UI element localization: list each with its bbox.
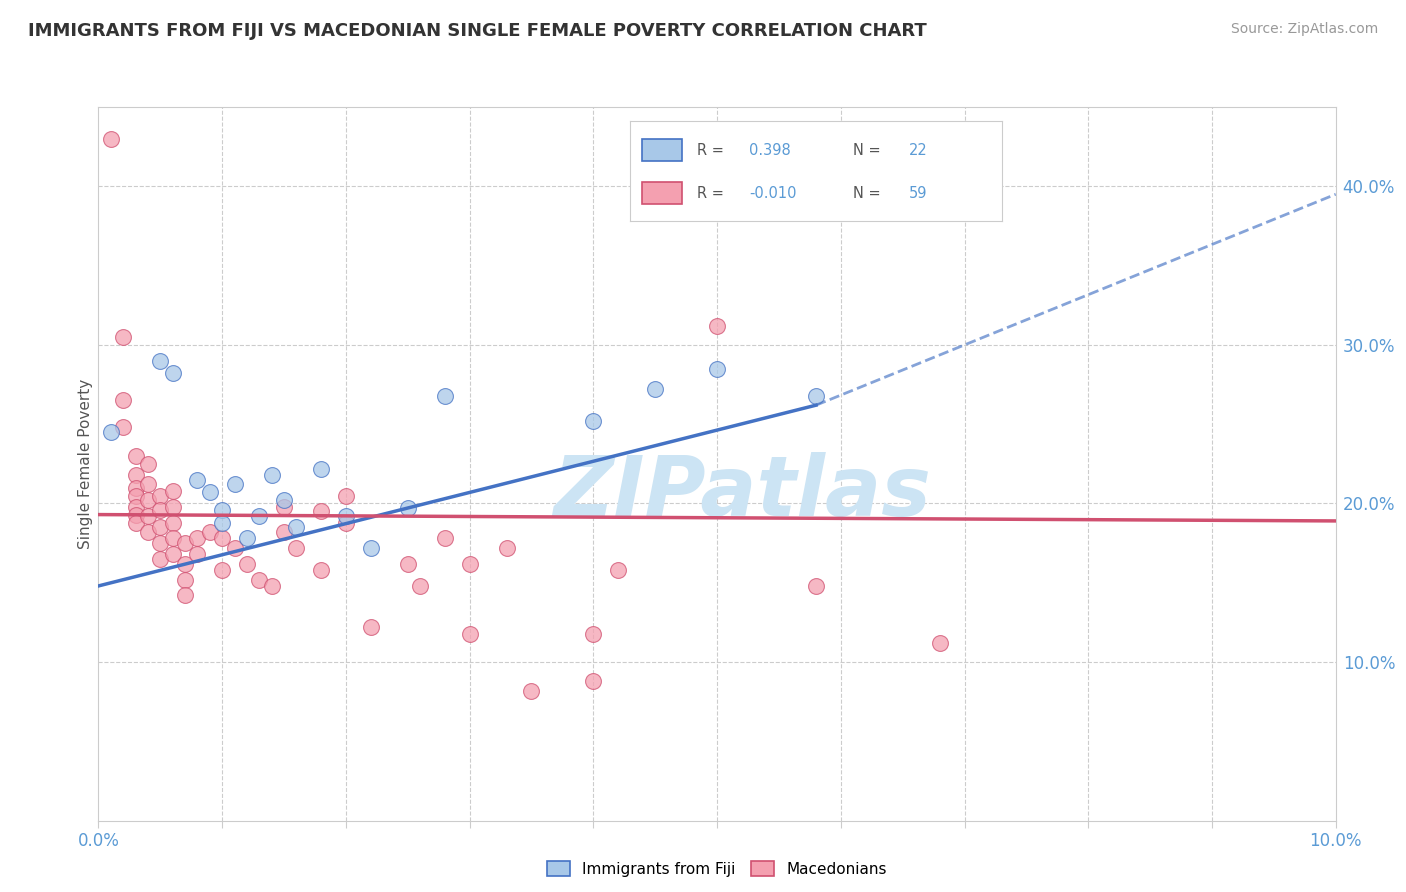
- Point: [285, 541, 308, 555]
- Point: [136, 509, 159, 524]
- Point: [174, 573, 197, 587]
- Point: [149, 489, 172, 503]
- Point: [396, 557, 419, 571]
- Point: [136, 493, 159, 508]
- Point: [335, 489, 357, 503]
- Point: [162, 367, 184, 381]
- Point: [582, 414, 605, 428]
- Point: [174, 557, 197, 571]
- Point: [211, 503, 233, 517]
- Point: [149, 520, 172, 534]
- Text: Source: ZipAtlas.com: Source: ZipAtlas.com: [1230, 22, 1378, 37]
- Point: [260, 579, 283, 593]
- Point: [520, 683, 543, 698]
- Point: [112, 330, 135, 344]
- Point: [149, 536, 172, 550]
- Point: [706, 361, 728, 376]
- Point: [458, 557, 481, 571]
- Point: [236, 532, 259, 546]
- Point: [211, 516, 233, 530]
- Point: [236, 557, 259, 571]
- Point: [112, 420, 135, 434]
- Point: [433, 532, 456, 546]
- Point: [186, 532, 208, 546]
- Point: [112, 393, 135, 408]
- Point: [136, 524, 159, 539]
- Point: [211, 532, 233, 546]
- Point: [124, 508, 146, 522]
- Point: [360, 620, 382, 634]
- Point: [335, 509, 357, 524]
- Point: [124, 449, 146, 463]
- Point: [335, 516, 357, 530]
- Point: [582, 674, 605, 689]
- Point: [162, 516, 184, 530]
- Point: [100, 425, 122, 439]
- Point: [247, 509, 270, 524]
- Point: [495, 541, 517, 555]
- Point: [224, 541, 246, 555]
- Point: [124, 500, 146, 514]
- Point: [174, 589, 197, 603]
- Point: [360, 541, 382, 555]
- Point: [124, 467, 146, 482]
- Point: [100, 132, 122, 146]
- Point: [247, 573, 270, 587]
- Point: [644, 382, 666, 396]
- Point: [309, 504, 332, 518]
- Point: [804, 389, 827, 403]
- Point: [804, 579, 827, 593]
- Point: [198, 485, 221, 500]
- Point: [273, 524, 295, 539]
- Point: [162, 483, 184, 498]
- Point: [124, 489, 146, 503]
- Point: [928, 636, 950, 650]
- Point: [162, 547, 184, 561]
- Point: [149, 503, 172, 517]
- Point: [433, 389, 456, 403]
- Point: [211, 563, 233, 577]
- Point: [124, 516, 146, 530]
- Point: [186, 473, 208, 487]
- Point: [149, 552, 172, 566]
- Point: [396, 501, 419, 516]
- Legend: Immigrants from Fiji, Macedonians: Immigrants from Fiji, Macedonians: [540, 853, 894, 884]
- Point: [273, 493, 295, 508]
- Point: [285, 520, 308, 534]
- Point: [309, 461, 332, 475]
- Text: ZIPatlas: ZIPatlas: [553, 452, 931, 533]
- Point: [124, 481, 146, 495]
- Y-axis label: Single Female Poverty: Single Female Poverty: [77, 379, 93, 549]
- Point: [198, 524, 221, 539]
- Point: [260, 467, 283, 482]
- Point: [273, 500, 295, 514]
- Point: [149, 353, 172, 368]
- Point: [409, 579, 432, 593]
- Point: [458, 626, 481, 640]
- Point: [162, 500, 184, 514]
- Point: [582, 626, 605, 640]
- Point: [136, 477, 159, 491]
- Point: [706, 318, 728, 333]
- Point: [174, 536, 197, 550]
- Point: [309, 563, 332, 577]
- Point: [607, 563, 630, 577]
- Point: [186, 547, 208, 561]
- Point: [162, 532, 184, 546]
- Text: IMMIGRANTS FROM FIJI VS MACEDONIAN SINGLE FEMALE POVERTY CORRELATION CHART: IMMIGRANTS FROM FIJI VS MACEDONIAN SINGL…: [28, 22, 927, 40]
- Point: [224, 477, 246, 491]
- Point: [136, 457, 159, 471]
